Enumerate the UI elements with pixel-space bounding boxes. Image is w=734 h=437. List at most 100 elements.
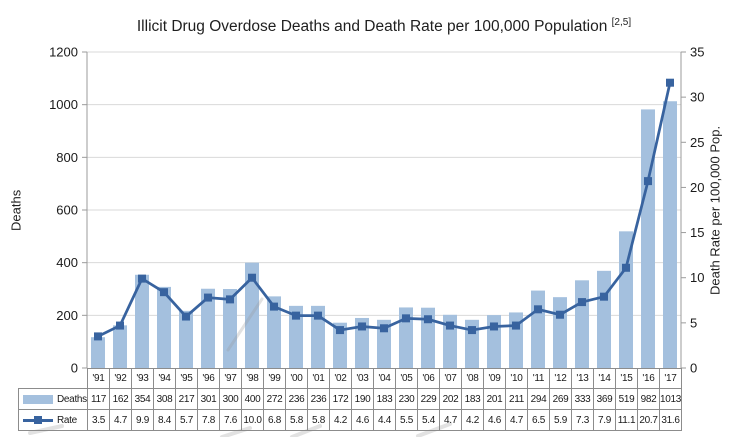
- rate-marker: [380, 324, 388, 333]
- deaths-value-cell: 236: [285, 388, 308, 410]
- left-tick-label: 800: [56, 150, 78, 165]
- deaths-value-cell: 272: [263, 388, 286, 410]
- deaths-bar: [113, 325, 127, 368]
- year-cell: '95: [175, 368, 198, 389]
- chart-title-text: Illicit Drug Overdose Deaths and Death R…: [136, 18, 608, 36]
- chart-title: Illicit Drug Overdose Deaths and Death R…: [87, 17, 681, 36]
- rate-marker: [490, 322, 498, 331]
- deaths-value-cell: 236: [307, 388, 330, 410]
- year-cell: '91: [87, 368, 110, 389]
- rate-value-cell: 9.9: [131, 409, 154, 431]
- rate-value-cell: 11.1: [615, 409, 638, 431]
- rate-value-cell: 5.7: [175, 409, 198, 431]
- left-tick-label: 1000: [49, 97, 78, 112]
- right-tick-label: 15: [690, 225, 704, 240]
- rate-value-cell: 4.6: [351, 409, 374, 431]
- deaths-value-cell: 519: [615, 388, 638, 410]
- rate-value-cell: 5.5: [395, 409, 418, 431]
- watermark-stroke: [226, 297, 264, 352]
- rate-value-cell: 4.7: [109, 409, 132, 431]
- year-cell: '02: [329, 368, 352, 389]
- rate-marker: [446, 321, 454, 330]
- rate-marker: [94, 332, 102, 341]
- year-cell: '03: [351, 368, 374, 389]
- rate-value-cell: 5.9: [549, 409, 572, 431]
- rate-marker: [644, 177, 652, 186]
- rate-marker: [292, 311, 300, 320]
- rate-marker: [556, 310, 564, 319]
- left-tick-label: 400: [56, 255, 78, 270]
- rate-value-cell: 4.4: [373, 409, 396, 431]
- deaths-value-cell: 217: [175, 388, 198, 410]
- rate-marker: [270, 302, 278, 311]
- year-cell: '92: [109, 368, 132, 389]
- rate-value-cell: 20.7: [637, 409, 660, 431]
- legend-rate-cell: Rate: [18, 409, 88, 431]
- deaths-value-cell: 183: [373, 388, 396, 410]
- deaths-value-cell: 369: [593, 388, 616, 410]
- year-cell: '06: [417, 368, 440, 389]
- deaths-bar: [553, 297, 567, 368]
- deaths-bar: [355, 317, 369, 368]
- year-cell: '08: [461, 368, 484, 389]
- deaths-value-cell: 333: [571, 388, 594, 410]
- rate-value-cell: 3.5: [87, 409, 110, 431]
- deaths-value-cell: 172: [329, 388, 352, 410]
- left-tick-label: 1200: [49, 45, 78, 60]
- rate-marker: [204, 293, 212, 302]
- rate-marker: [424, 315, 432, 324]
- data-table: '91'92'93'94'95'96'97'98'99'00'01'02'03 '…: [18, 368, 682, 431]
- rate-marker: [512, 321, 520, 330]
- deaths-bar: [223, 289, 237, 368]
- rate-legend-label: Rate: [57, 414, 77, 426]
- rate-value-cell: 7.8: [197, 409, 220, 431]
- deaths-bar: [157, 286, 171, 368]
- deaths-bar: [663, 101, 677, 368]
- deaths-value-cell: 211: [505, 388, 528, 410]
- left-tick-label: 200: [56, 308, 78, 323]
- deaths-value-cell: 308: [153, 388, 176, 410]
- deaths-value-cell: 229: [417, 388, 440, 410]
- deaths-value-cell: 190: [351, 388, 374, 410]
- year-cell: '96: [197, 368, 220, 389]
- year-cell: '97: [219, 368, 242, 389]
- deaths-value-cell: 201: [483, 388, 506, 410]
- deaths-value-cell: 269: [549, 388, 572, 410]
- deaths-legend-label: Deaths: [57, 393, 87, 405]
- deaths-bar: [641, 109, 655, 368]
- year-cell: '01: [307, 368, 330, 389]
- right-tick-label: 35: [690, 45, 704, 60]
- deaths-value-cell: 982: [637, 388, 660, 410]
- year-cell: '10: [505, 368, 528, 389]
- deaths-value-cell: 230: [395, 388, 418, 410]
- deaths-value-cell: 183: [461, 388, 484, 410]
- year-cell: '99: [263, 368, 286, 389]
- rate-value-cell: 6.5: [527, 409, 550, 431]
- deaths-bar: [311, 305, 325, 368]
- deaths-value-cell: 1013: [659, 388, 682, 410]
- year-cell: '04: [373, 368, 396, 389]
- table-corner-cell: [19, 369, 88, 389]
- chart-title-superscript: [2,5]: [611, 17, 632, 28]
- deaths-bar: [245, 262, 259, 368]
- deaths-value-cell: 301: [197, 388, 220, 410]
- rate-value-cell: 7.3: [571, 409, 594, 431]
- right-tick-label: 0: [690, 361, 697, 376]
- rate-marker: [248, 273, 256, 282]
- rate-marker: [622, 263, 630, 272]
- rate-value-cell: 5.4: [417, 409, 440, 431]
- year-cell: '16: [637, 368, 660, 389]
- right-tick-label: 25: [690, 135, 704, 150]
- right-tick-label: 5: [690, 315, 697, 330]
- rate-marker: [226, 295, 234, 304]
- rate-marker: [578, 298, 586, 307]
- rate-marker: [182, 312, 190, 321]
- deaths-bar: [597, 270, 611, 368]
- deaths-bar: [135, 274, 149, 368]
- deaths-value-cell: 400: [241, 388, 264, 410]
- rate-marker: [116, 321, 124, 330]
- deaths-bar: [289, 305, 303, 368]
- year-cell: '13: [571, 368, 594, 389]
- rate-marker: [666, 78, 674, 87]
